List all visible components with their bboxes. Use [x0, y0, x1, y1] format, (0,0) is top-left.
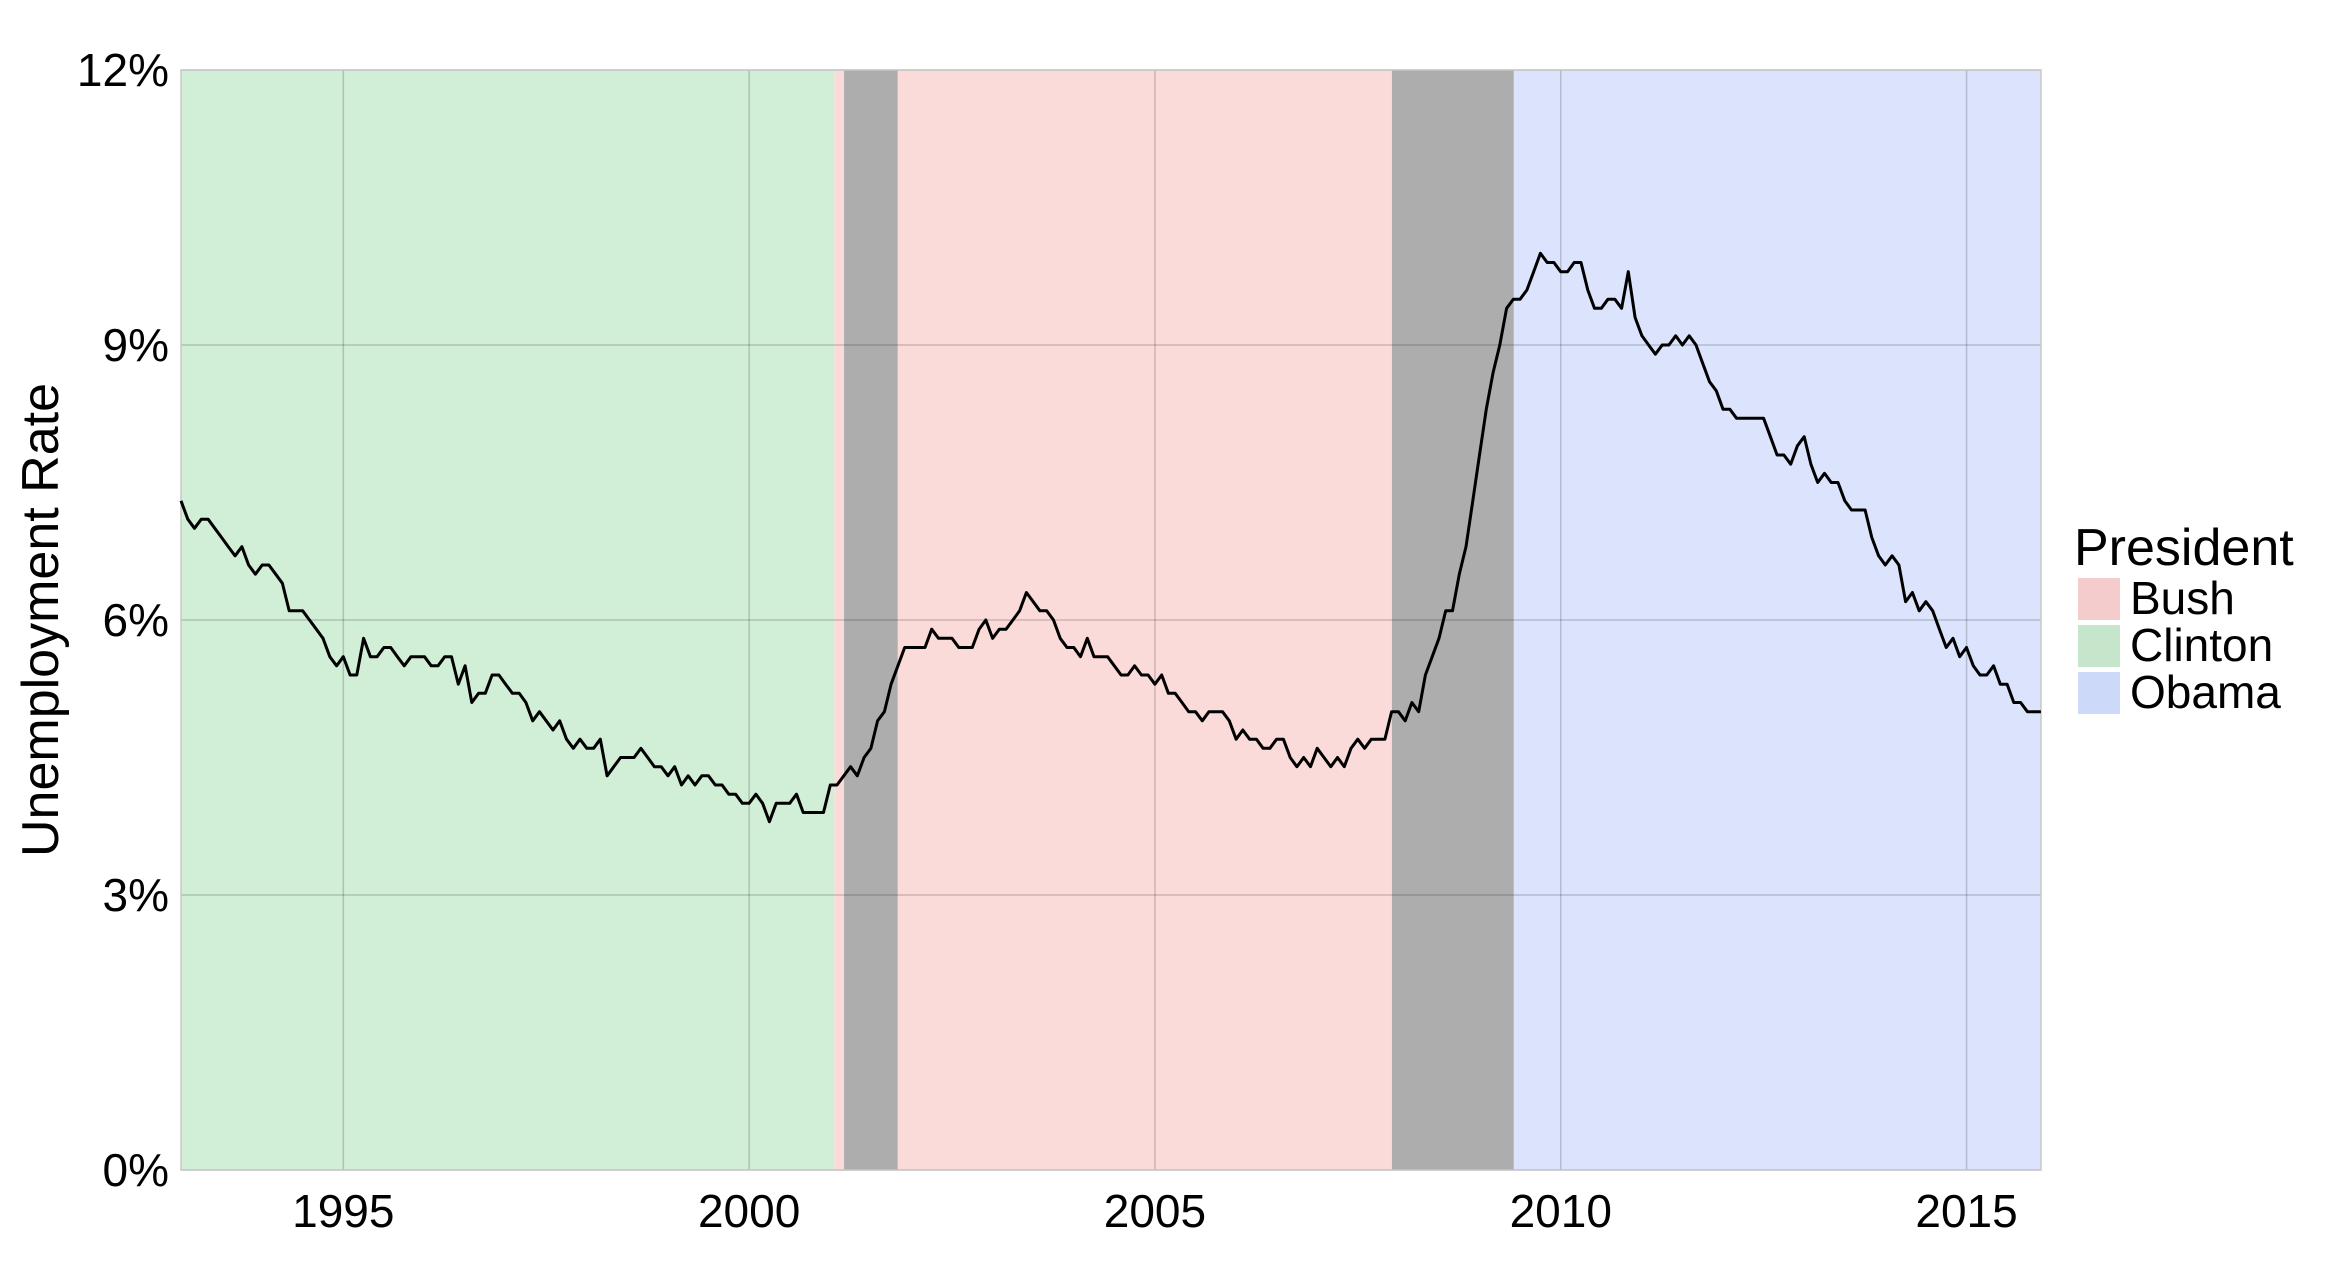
y-tick-label: 0% [103, 1144, 169, 1196]
legend-title: President [2074, 519, 2294, 577]
presidency-band-clinton [181, 70, 835, 1170]
presidency-bands [181, 70, 2041, 1170]
y-tick-label: 9% [103, 319, 169, 371]
y-axis-title: Unemployment Rate [12, 383, 70, 857]
x-tick-label: 1995 [292, 1185, 394, 1237]
legend-swatch-clinton [2078, 625, 2120, 667]
legend-label-bush: Bush [2130, 572, 2235, 624]
legend-label-obama: Obama [2130, 666, 2281, 718]
x-tick-label: 2000 [698, 1185, 800, 1237]
legend-swatch-bush [2078, 578, 2120, 620]
recession-band [1391, 70, 1514, 1170]
x-tick-label: 2005 [1104, 1185, 1206, 1237]
x-tick-label: 2010 [1510, 1185, 1612, 1237]
plot-border [180, 69, 2042, 1171]
recession-band [844, 70, 898, 1170]
y-tick-label: 12% [77, 44, 169, 96]
y-tick-label: 3% [103, 869, 169, 921]
recession-bands [844, 70, 1514, 1170]
grid-lines [181, 69, 2041, 1171]
x-tick-label: 2015 [1915, 1185, 2017, 1237]
presidency-band-obama [1483, 70, 2041, 1170]
x-axis-ticks: 1995 2000 2005 2010 2015 [292, 1185, 2018, 1237]
presidency-band-bush [834, 70, 1484, 1170]
legend-swatch-obama [2078, 672, 2120, 714]
legend-label-clinton: Clinton [2130, 619, 2273, 671]
y-tick-label: 6% [103, 594, 169, 646]
y-axis-ticks: 0% 3% 6% 9% 12% [77, 44, 169, 1196]
unemployment-line [179, 251, 2041, 824]
